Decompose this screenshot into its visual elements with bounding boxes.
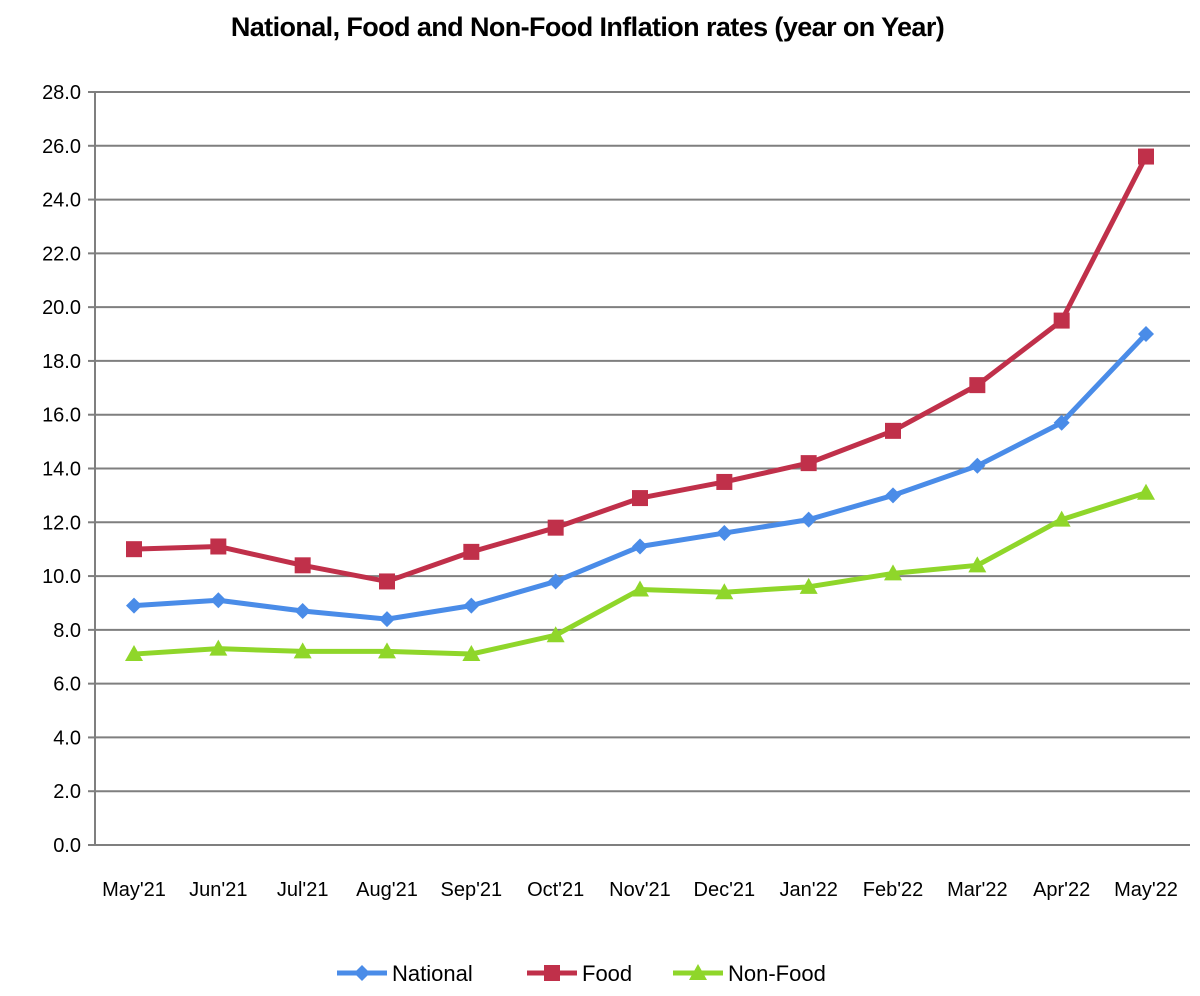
national-point	[1138, 326, 1154, 343]
legend-item-food: Food	[527, 961, 632, 986]
national-point	[1053, 414, 1070, 431]
non-food-point	[378, 642, 396, 659]
y-tick-label: 2.0	[53, 781, 81, 803]
legend-item-non-food: Non-Food	[673, 961, 826, 986]
non-food-point	[968, 556, 987, 573]
legend-swatch-marker	[689, 964, 707, 980]
legend-swatch-marker	[354, 965, 370, 981]
y-tick-label: 8.0	[53, 620, 81, 642]
non-food-point	[1052, 510, 1071, 527]
non-food-point	[1137, 483, 1155, 500]
y-tick-label: 10.0	[42, 566, 81, 588]
food-point	[126, 541, 142, 558]
x-tick-label: Jul'21	[277, 879, 329, 901]
legend-label: Food	[582, 961, 632, 986]
non-food-point	[209, 639, 228, 656]
national-point	[379, 611, 395, 628]
food-point	[379, 573, 395, 590]
food-point	[1053, 312, 1070, 329]
y-tick-label: 0.0	[53, 835, 81, 857]
food-point	[632, 490, 648, 507]
series-food	[126, 148, 1154, 590]
axis-layer: 0.0 2.0 4.0 6.0 8.0 10.0 12.0 14.0 16.0 18.0 20.0 2…	[42, 82, 1178, 901]
y-tick-label: 6.0	[53, 674, 81, 696]
grid-layer	[95, 91, 1190, 846]
series-non-food	[125, 483, 1155, 662]
non-food-point	[799, 577, 818, 594]
legend-label: National	[392, 961, 473, 986]
x-tick-label: Jan'22	[780, 879, 838, 901]
national-point	[632, 538, 648, 555]
food-line	[131, 154, 1149, 584]
y-tick-label: 12.0	[42, 512, 81, 534]
y-tick-label: 24.0	[42, 190, 81, 212]
x-tick-label: Mar'22	[947, 879, 1008, 901]
national-point	[885, 487, 901, 504]
y-tick-label: 22.0	[42, 243, 81, 265]
x-tick-label: Aug'21	[356, 879, 418, 901]
x-tick-label: Sep'21	[441, 879, 503, 901]
y-tick-label: 26.0	[42, 136, 81, 158]
x-tick-label: May'22	[1114, 879, 1178, 901]
non-food-point	[715, 583, 734, 600]
food-point	[716, 473, 733, 490]
national-point	[294, 603, 311, 620]
national-point	[126, 597, 142, 614]
y-tick-label: 14.0	[42, 459, 81, 481]
y-tick-label: 4.0	[53, 727, 81, 749]
legend-label: Non-Food	[728, 961, 826, 986]
food-point	[800, 455, 817, 472]
x-tick-label: Apr'22	[1033, 879, 1090, 901]
y-tick-label: 28.0	[42, 82, 81, 104]
national-point	[463, 597, 480, 614]
non-food-point	[631, 580, 649, 597]
food-point	[294, 557, 311, 574]
non-food-point	[884, 564, 902, 581]
non-food-point	[462, 645, 481, 662]
national-point	[716, 525, 733, 542]
series-national	[126, 326, 1154, 628]
non-food-point	[293, 642, 312, 659]
x-tick-label: Oct'21	[527, 879, 584, 901]
x-tick-label: Dec'21	[694, 879, 756, 901]
x-tick-label: Feb'22	[863, 879, 924, 901]
food-point	[547, 519, 564, 536]
y-tick-label: 18.0	[42, 351, 81, 373]
food-point	[885, 422, 901, 439]
food-point	[969, 377, 986, 394]
x-tick-label: Nov'21	[609, 879, 671, 901]
legend-swatch-marker	[544, 965, 560, 981]
legend-item-national: National	[337, 961, 473, 986]
non-food-point	[546, 626, 565, 643]
national-point	[969, 457, 986, 474]
y-tick-label: 16.0	[42, 405, 81, 427]
food-point	[463, 543, 480, 560]
national-point	[800, 511, 817, 528]
legend: National Food Non-Food	[337, 961, 826, 986]
food-point	[210, 538, 227, 555]
x-tick-label: May'21	[102, 879, 166, 901]
series-layer	[125, 148, 1155, 662]
food-point	[1138, 148, 1154, 165]
non-food-point	[125, 645, 143, 662]
y-tick-label: 20.0	[42, 297, 81, 319]
national-point	[547, 573, 564, 590]
x-tick-label: Jun'21	[189, 879, 247, 901]
national-point	[210, 592, 227, 609]
chart-title: National, Food and Non-Food Inflation ra…	[230, 12, 945, 42]
